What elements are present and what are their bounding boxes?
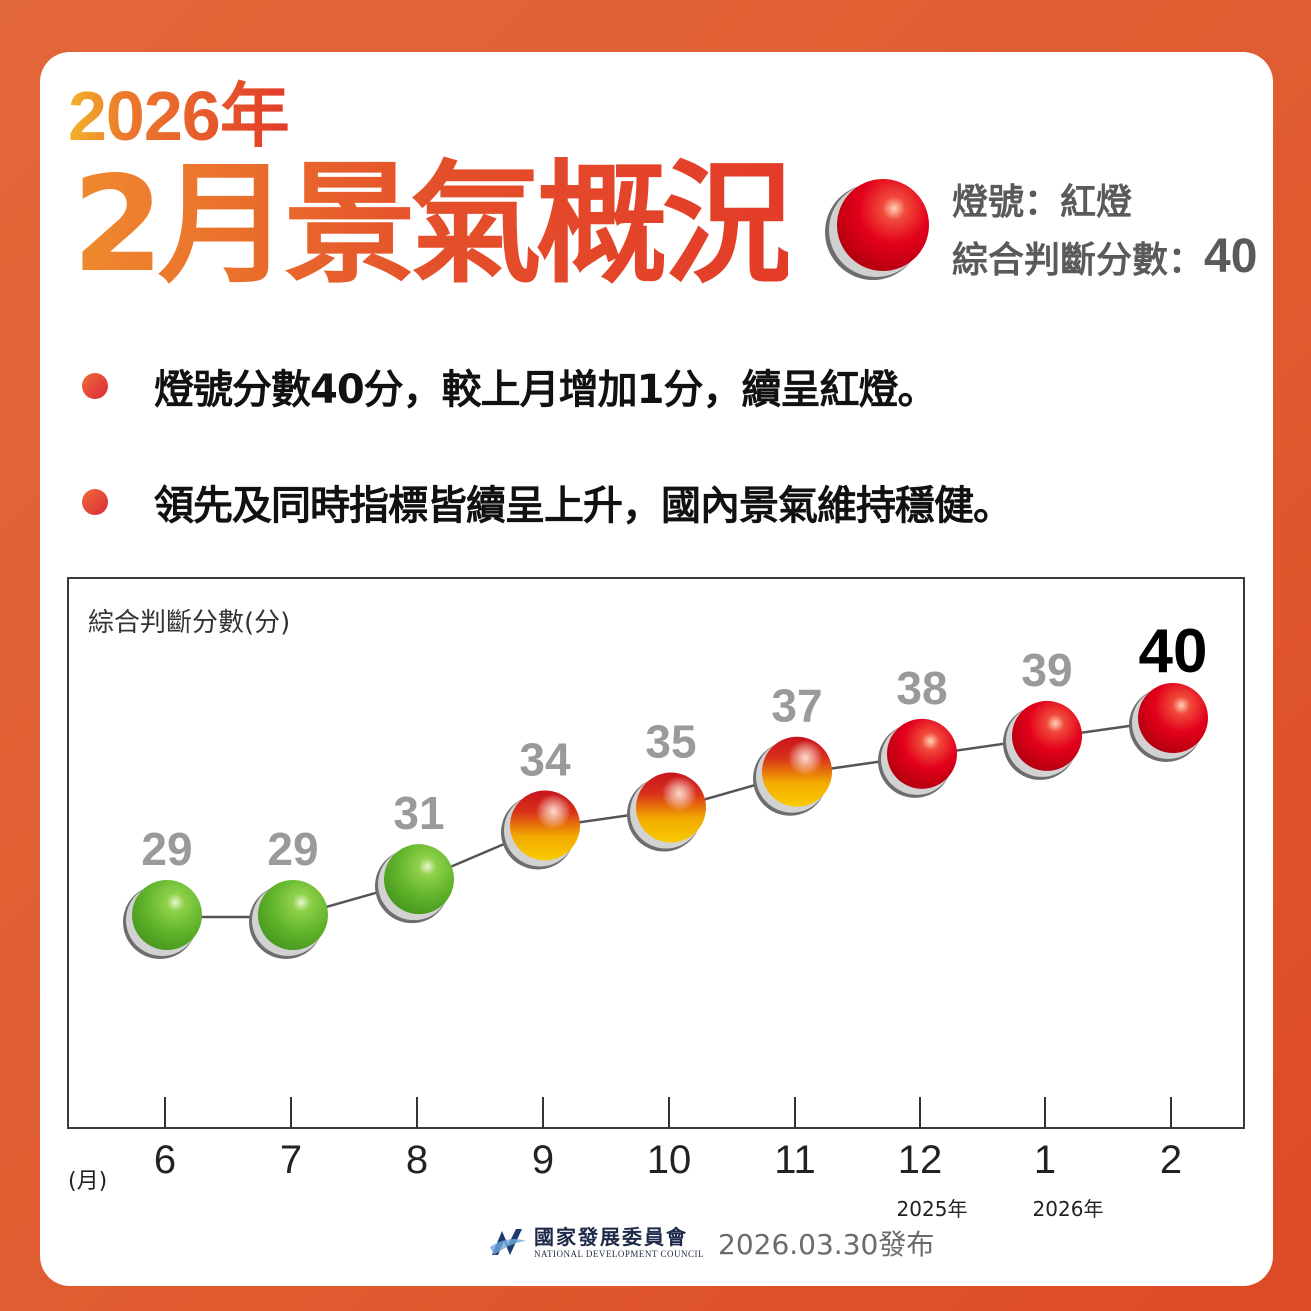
score-label: 綜合判斷分數： xyxy=(952,240,1205,281)
year-label-2025: 2025年 xyxy=(896,1197,968,1221)
data-value-label: 40 xyxy=(1139,617,1208,686)
ndc-logo: 國家發展委員會 NATIONAL DEVELOPMENT COUNCIL xyxy=(488,1225,704,1261)
score-row: 綜合判斷分數：40 xyxy=(952,230,1257,288)
red-light-icon xyxy=(825,179,929,280)
data-point-1: 39 xyxy=(1003,644,1082,780)
data-point-11: 37 xyxy=(753,680,832,816)
data-point-8: 31 xyxy=(375,787,454,924)
x-tick-label: 12 xyxy=(897,1138,943,1182)
year-label-2026: 2026年 xyxy=(1032,1197,1104,1221)
data-value-label: 31 xyxy=(393,787,444,839)
data-point-10: 35 xyxy=(627,716,706,852)
ndc-logo-icon xyxy=(490,1229,526,1255)
content-card xyxy=(40,52,1273,1286)
data-value-label: 37 xyxy=(771,680,822,732)
data-value-label: 29 xyxy=(267,823,318,875)
x-tick-label: 10 xyxy=(646,1138,692,1182)
data-value-label: 39 xyxy=(1021,644,1072,696)
chart-frame xyxy=(67,577,1245,1129)
org-name-en: NATIONAL DEVELOPMENT COUNCIL xyxy=(534,1249,704,1259)
chart-y-axis-label: 綜合判斷分數(分) xyxy=(88,608,291,638)
data-value-label: 34 xyxy=(519,733,571,785)
org-name-cn: 國家發展委員會 xyxy=(534,1225,688,1249)
data-value-label: 38 xyxy=(896,662,947,714)
data-value-label: 29 xyxy=(141,823,192,875)
year-title: 2026年 xyxy=(68,77,290,155)
bullet-dot-icon xyxy=(82,489,108,515)
x-tick-label: 2 xyxy=(1159,1138,1183,1182)
bullet-text: 領先及同時指標皆續呈上升，國內景氣維持穩健。 xyxy=(154,483,1013,529)
data-point-2: 40 xyxy=(1129,617,1208,762)
data-point-6: 29 xyxy=(123,823,202,959)
data-point-7: 29 xyxy=(249,823,328,959)
bullet-text: 燈號分數40分，較上月增加1分，續呈紅燈。 xyxy=(154,367,937,413)
data-point-12: 38 xyxy=(878,662,957,798)
data-point-9: 34 xyxy=(501,733,580,870)
signal-summary: 燈號：紅燈 綜合判斷分數：40 xyxy=(952,176,1257,288)
signal-label: 燈號：紅燈 xyxy=(952,182,1133,223)
score-value: 40 xyxy=(1204,230,1258,283)
bullet-list: 燈號分數40分，較上月增加1分，續呈紅燈。 領先及同時指標皆續呈上升，國內景氣維… xyxy=(82,350,1013,582)
release-date: 2026.03.30發布 xyxy=(718,1228,935,1261)
x-tick-label: 9 xyxy=(531,1138,555,1182)
x-tick-label: 11 xyxy=(774,1138,816,1182)
x-tick-label: 1 xyxy=(1033,1138,1057,1182)
x-tick-label: 7 xyxy=(279,1138,303,1182)
bullet-item: 領先及同時指標皆續呈上升，國內景氣維持穩健。 xyxy=(82,466,1013,538)
bullet-dot-icon xyxy=(82,373,108,399)
x-tick-label: 6 xyxy=(153,1138,177,1182)
footer: 國家發展委員會 NATIONAL DEVELOPMENT COUNCIL 202… xyxy=(488,1223,934,1263)
x-axis-unit-label: (月) xyxy=(68,1169,108,1194)
x-tick-label: 8 xyxy=(405,1138,429,1182)
page-title: 2月景氣概況 xyxy=(72,148,794,302)
data-value-label: 35 xyxy=(645,716,696,768)
bullet-item: 燈號分數40分，較上月增加1分，續呈紅燈。 xyxy=(82,350,1012,422)
